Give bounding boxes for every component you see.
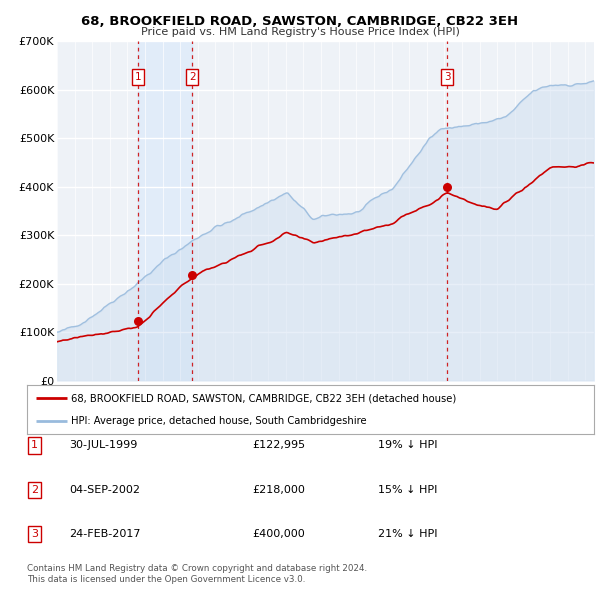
Text: 15% ↓ HPI: 15% ↓ HPI <box>378 485 437 494</box>
Text: Contains HM Land Registry data © Crown copyright and database right 2024.: Contains HM Land Registry data © Crown c… <box>27 564 367 573</box>
Text: 3: 3 <box>31 529 38 539</box>
Text: 68, BROOKFIELD ROAD, SAWSTON, CAMBRIDGE, CB22 3EH: 68, BROOKFIELD ROAD, SAWSTON, CAMBRIDGE,… <box>82 15 518 28</box>
Text: HPI: Average price, detached house, South Cambridgeshire: HPI: Average price, detached house, Sout… <box>71 415 367 425</box>
Text: 1: 1 <box>134 72 141 82</box>
Text: 04-SEP-2002: 04-SEP-2002 <box>69 485 140 494</box>
Text: 1: 1 <box>31 441 38 450</box>
Text: 21% ↓ HPI: 21% ↓ HPI <box>378 529 437 539</box>
Text: 19% ↓ HPI: 19% ↓ HPI <box>378 441 437 450</box>
Text: 2: 2 <box>189 72 196 82</box>
Bar <box>137 41 192 381</box>
Text: 68, BROOKFIELD ROAD, SAWSTON, CAMBRIDGE, CB22 3EH (detached house): 68, BROOKFIELD ROAD, SAWSTON, CAMBRIDGE,… <box>71 394 457 404</box>
Text: 3: 3 <box>443 72 450 82</box>
Text: £400,000: £400,000 <box>252 529 305 539</box>
Text: £122,995: £122,995 <box>252 441 305 450</box>
Text: 2: 2 <box>31 485 38 494</box>
Text: This data is licensed under the Open Government Licence v3.0.: This data is licensed under the Open Gov… <box>27 575 305 584</box>
Text: £218,000: £218,000 <box>252 485 305 494</box>
Text: 30-JUL-1999: 30-JUL-1999 <box>69 441 137 450</box>
Text: 24-FEB-2017: 24-FEB-2017 <box>69 529 140 539</box>
Text: Price paid vs. HM Land Registry's House Price Index (HPI): Price paid vs. HM Land Registry's House … <box>140 27 460 37</box>
